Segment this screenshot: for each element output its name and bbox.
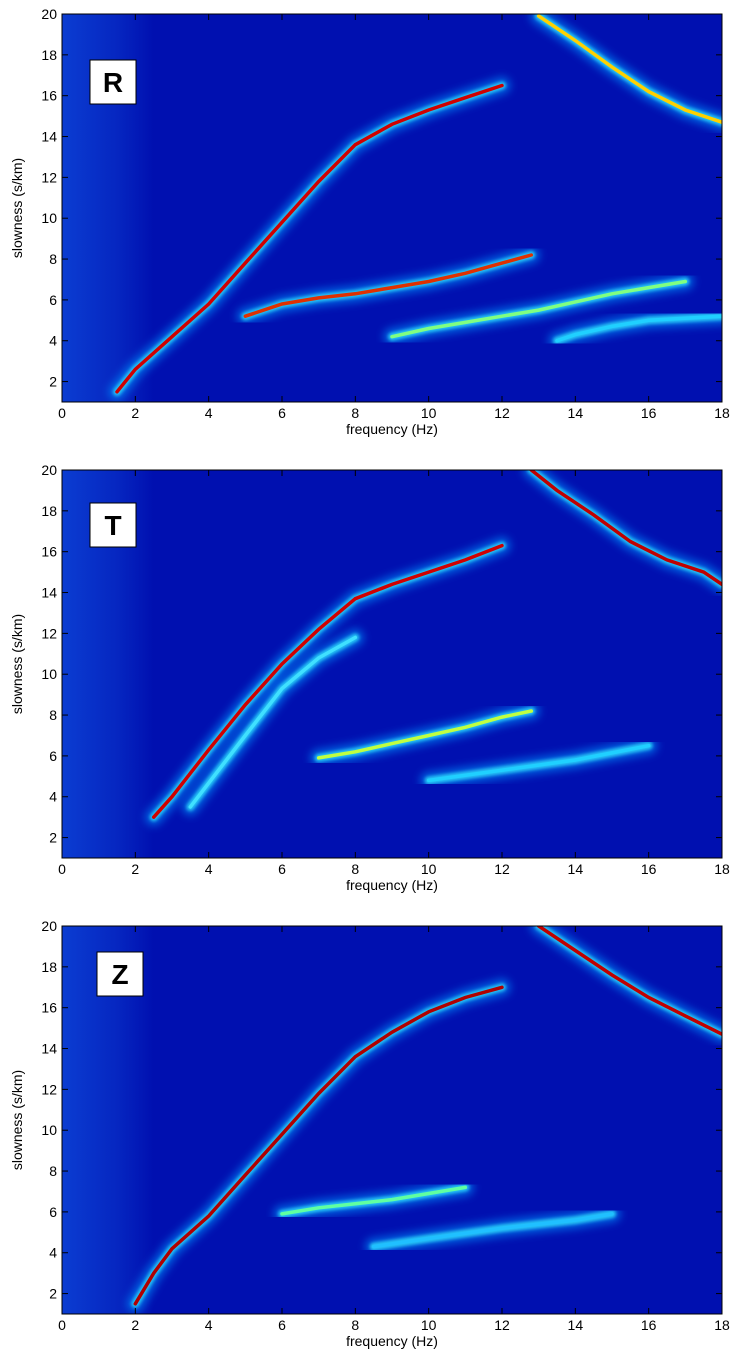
x-tick-label: 8 [351,861,359,877]
plot-area [62,470,722,858]
y-axis-label: slowness (s/km) [9,1070,25,1170]
y-tick-label: 4 [49,789,57,805]
ridge [536,14,722,124]
y-tick-label: 16 [41,1000,57,1016]
y-axis-label: slowness (s/km) [9,614,25,714]
ridge [133,985,504,1306]
ridge [371,1212,614,1249]
component-label-box [89,502,137,548]
y-tick-label: 8 [49,707,57,723]
x-tick-label: 18 [714,861,730,877]
y-tick-label: 12 [41,169,57,185]
panel: 0 2 4 6 8 10 12 14 16 182468101214161820frequency… [9,6,730,437]
y-tick-label: 4 [49,333,57,349]
x-tick-label: 12 [494,405,510,421]
x-tick-label: 6 [278,1317,286,1333]
x-tick-label: 0 [58,1317,66,1333]
ridge [115,83,504,394]
x-tick-label: 16 [641,1317,657,1333]
x-tick-label: 14 [568,861,584,877]
y-tick-label: 4 [49,1245,57,1261]
x-tick-label: 0 [58,405,66,421]
y-tick-label: 14 [41,129,57,145]
ridge [188,635,358,809]
y-tick-label: 10 [41,210,57,226]
y-tick-label: 16 [41,88,57,104]
y-tick-label: 14 [41,1041,57,1057]
y-tick-label: 8 [49,251,57,267]
axes-frame [61,925,723,1315]
x-tick-label: 10 [421,861,437,877]
x-tick-label: 6 [278,861,286,877]
x-axis-label: frequency (Hz) [346,877,438,893]
x-tick-label: 16 [641,405,657,421]
x-tick-label: 18 [714,405,730,421]
y-tick-label: 20 [41,918,57,934]
plot-area [62,14,722,402]
axes-frame [61,469,723,859]
y-tick-label: 20 [41,462,57,478]
y-tick-label: 8 [49,1163,57,1179]
y-tick-label: 2 [49,830,57,846]
y-axis-label: slowness (s/km) [9,158,25,258]
ridge [536,926,722,1036]
y-tick-label: 12 [41,625,57,641]
x-tick-label: 12 [494,861,510,877]
x-tick-label: 10 [421,405,437,421]
ridge [390,279,688,339]
x-tick-label: 6 [278,405,286,421]
x-axis-label: frequency (Hz) [346,1333,438,1349]
y-tick-label: 16 [41,544,57,560]
y-tick-label: 18 [41,47,57,63]
component-label: T [104,510,121,541]
ridge [280,1185,468,1216]
x-axis-label: frequency (Hz) [346,421,438,437]
y-tick-label: 6 [49,748,57,764]
x-tick-label: 2 [131,405,139,421]
ridge [151,543,504,819]
y-tick-label: 14 [41,585,57,601]
y-tick-label: 10 [41,666,57,682]
component-label: Z [111,959,128,990]
panel: 0 2 4 6 8 10 12 14 16 182468101214161820frequency… [9,462,730,893]
x-tick-label: 14 [568,1317,584,1333]
x-tick-label: 4 [205,1317,213,1333]
ridge [243,253,534,318]
x-tick-label: 10 [421,1317,437,1333]
x-tick-label: 14 [568,405,584,421]
y-tick-label: 18 [41,959,57,975]
x-tick-label: 8 [351,1317,359,1333]
y-tick-label: 10 [41,1122,57,1138]
y-tick-label: 2 [49,1286,57,1302]
x-tick-label: 4 [205,861,213,877]
x-tick-label: 8 [351,405,359,421]
x-tick-label: 0 [58,861,66,877]
ridge [316,709,534,760]
x-tick-label: 2 [131,861,139,877]
ridge [529,470,722,587]
x-tick-label: 16 [641,861,657,877]
x-tick-label: 18 [714,1317,730,1333]
panel: 0 2 4 6 8 10 12 14 16 182468101214161820frequency… [9,918,730,1349]
component-label: R [103,67,123,98]
y-tick-label: 12 [41,1081,57,1097]
x-tick-label: 12 [494,1317,510,1333]
ridge [555,314,722,343]
y-tick-label: 18 [41,503,57,519]
x-tick-label: 4 [205,405,213,421]
plot-area [62,926,722,1314]
y-tick-label: 6 [49,292,57,308]
axes-frame [61,13,723,403]
y-tick-label: 20 [41,6,57,22]
component-label-box [89,59,137,105]
component-label-box [96,951,144,997]
y-tick-label: 6 [49,1204,57,1220]
ridge [426,743,651,783]
y-tick-label: 2 [49,374,57,390]
x-tick-label: 2 [131,1317,139,1333]
